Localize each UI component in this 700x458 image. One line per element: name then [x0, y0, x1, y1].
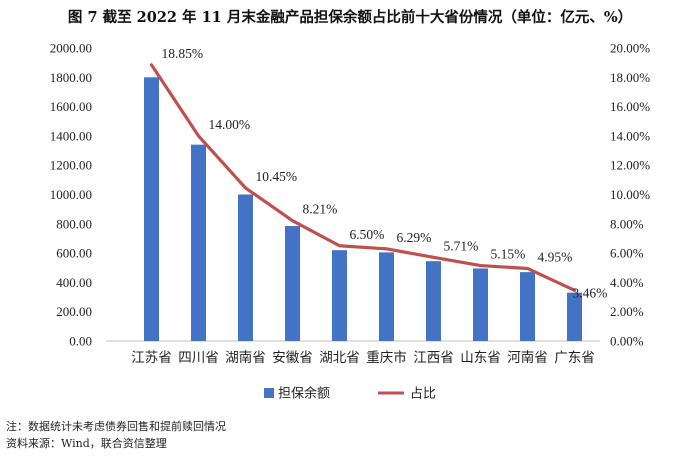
right-tick-label: 4.00% — [610, 275, 644, 290]
left-tick-label: 1800.00 — [50, 70, 92, 85]
left-tick-label: 600.00 — [56, 246, 92, 261]
category-label: 江苏省 — [131, 350, 172, 366]
category-label: 河南省 — [507, 350, 548, 366]
bar — [144, 77, 159, 342]
line-series — [149, 63, 577, 292]
right-tick-label: 16.00% — [610, 99, 650, 114]
data-labels: 18.85% 14.00% 10.45% 8.21% 6.50% 6.29% 5.71% 5.… — [162, 46, 608, 300]
right-tick-label: 0.00% — [610, 334, 644, 349]
data-label: 4.95% — [538, 249, 573, 264]
footnote-source: 资料来源：Wind，联合资信整理 — [6, 437, 167, 450]
bar — [473, 268, 488, 341]
right-tick-label: 8.00% — [610, 216, 644, 231]
left-axis: 0.00 200.00 400.00 600.00 800.00 1000.00 1200.… — [50, 41, 600, 349]
bar — [285, 225, 300, 341]
right-tick-label: 10.00% — [610, 187, 650, 202]
right-tick-label: 18.00% — [610, 70, 650, 85]
bar — [238, 194, 253, 341]
right-tick-label: 12.00% — [610, 158, 650, 173]
legend-bar-swatch — [264, 388, 274, 398]
right-tick-label: 2.00% — [610, 304, 644, 319]
category-label: 湖南省 — [225, 350, 266, 366]
data-label: 6.29% — [397, 230, 432, 245]
category-label: 山东省 — [460, 350, 501, 366]
data-label: 18.85% — [162, 46, 204, 61]
category-label: 安徽省 — [272, 350, 313, 366]
left-tick-label: 2000.00 — [50, 41, 92, 56]
left-tick-label: 1200.00 — [50, 158, 92, 173]
data-label: 8.21% — [303, 202, 338, 217]
footnote-note: 注：数据统计未考虑债券回售和提前赎回情况 — [6, 420, 226, 433]
left-tick-label: 200.00 — [56, 304, 92, 319]
data-label: 5.71% — [444, 238, 479, 253]
footnotes: 注：数据统计未考虑债券回售和提前赎回情况 资料来源：Wind，联合资信整理 — [6, 418, 226, 452]
category-label: 重庆市 — [366, 349, 407, 366]
right-tick-label: 20.00% — [610, 41, 650, 56]
category-labels: 江苏省 四川省 湖南省 安徽省 湖北省 重庆市 江西省 山东省 河南省 广东省 — [131, 349, 595, 366]
left-tick-label: 0.00 — [69, 334, 92, 349]
left-tick-label: 400.00 — [56, 275, 92, 290]
left-tick-label: 800.00 — [56, 216, 92, 231]
bar-series — [144, 77, 582, 342]
bar — [426, 261, 441, 341]
category-label: 湖北省 — [319, 350, 360, 366]
bar — [191, 144, 206, 341]
bar — [567, 292, 582, 341]
bar — [520, 272, 535, 341]
right-tick-label: 6.00% — [610, 246, 644, 261]
left-tick-label: 1600.00 — [50, 99, 92, 114]
category-label: 四川省 — [178, 350, 219, 366]
data-label: 5.15% — [491, 247, 526, 262]
right-tick-label: 14.00% — [610, 128, 650, 143]
category-label: 江西省 — [413, 350, 454, 366]
left-tick-label: 1400.00 — [50, 128, 92, 143]
chart-title: 图 7 截至 2022 年 11 月末金融产品担保余额占比前十大省份情况（单位：… — [67, 9, 633, 26]
data-label: 6.50% — [350, 227, 385, 242]
data-label: 14.00% — [209, 117, 251, 132]
legend-bar-label: 担保余额 — [278, 386, 330, 402]
legend: 担保余额 占比 — [264, 386, 436, 402]
line-path — [149, 63, 577, 292]
bar — [379, 252, 394, 341]
data-label: 10.45% — [256, 169, 298, 184]
legend-line-label: 占比 — [410, 387, 436, 402]
left-tick-label: 1000.00 — [50, 187, 92, 202]
category-label: 广东省 — [554, 350, 595, 366]
bar — [332, 250, 347, 341]
right-axis: 0.00% 2.00% 4.00% 6.00% 8.00% 10.00% 12.00% 14.… — [610, 41, 650, 349]
data-label: 3.46% — [573, 285, 608, 300]
